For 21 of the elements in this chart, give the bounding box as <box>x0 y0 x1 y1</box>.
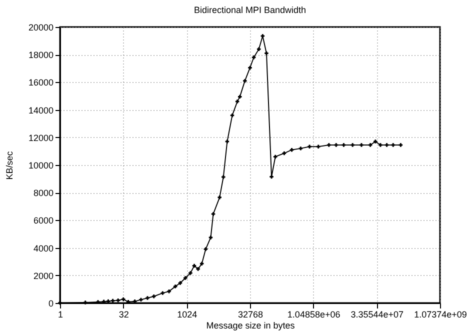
y-tick-label: 12000 <box>28 132 54 143</box>
chart-title: Bidirectional MPI Bandwidth <box>194 5 306 15</box>
x-tick-label: 32768 <box>238 310 264 320</box>
x-tick-label: 1 <box>58 310 64 320</box>
x-tick-label: 1.04858e+06 <box>287 310 340 320</box>
y-tick-label: 0 <box>48 298 54 308</box>
y-tick-label: 18000 <box>28 50 54 60</box>
y-tick-label: 2000 <box>33 270 54 281</box>
y-tick-label: 6000 <box>33 216 54 226</box>
y-tick-label: 14000 <box>28 105 54 116</box>
y-tick-label: 16000 <box>28 78 54 88</box>
y-axis-title: KB/sec <box>4 150 14 180</box>
x-tick-label: 1.07374e+09 <box>414 310 467 320</box>
y-tick-label: 8000 <box>33 188 54 198</box>
x-tick-label: 1024 <box>177 310 198 320</box>
y-tick-label: 10000 <box>28 160 54 170</box>
y-tick-label: 4000 <box>33 243 54 254</box>
y-tick-label: 20000 <box>28 22 54 32</box>
x-tick-label: 32 <box>118 310 129 320</box>
x-axis-title: Message size in bytes <box>206 320 296 330</box>
x-tick-label: 3.35544e+07 <box>350 310 404 320</box>
